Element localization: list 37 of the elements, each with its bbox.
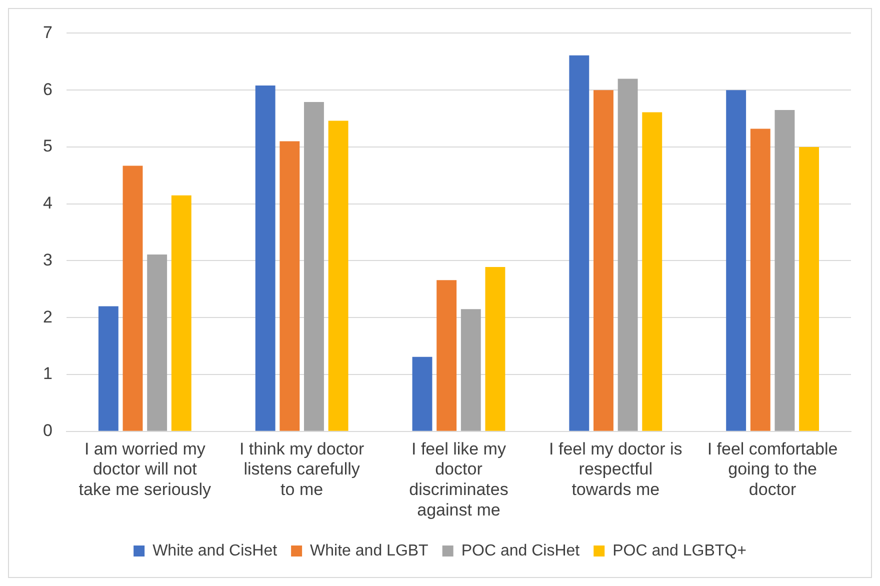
bar <box>618 78 638 431</box>
bar <box>750 128 770 431</box>
x-tick-label: I feel like my doctor discriminates against me <box>409 439 508 520</box>
x-tick-label: I feel my doctor is respectful towards me <box>549 439 682 500</box>
bar <box>726 90 746 431</box>
bar <box>412 356 432 431</box>
bar <box>436 280 457 431</box>
legend-label: White and CisHet <box>152 542 278 560</box>
bar <box>280 141 300 431</box>
bar <box>642 112 662 431</box>
x-tick-label: I think my doctor listens carefully to me <box>239 439 365 500</box>
bar <box>98 306 118 431</box>
legend-label: POC and CisHet <box>461 542 580 560</box>
y-tick-label: 2 <box>42 307 52 326</box>
legend-label: POC and LGBTQ+ <box>612 542 746 560</box>
x-tick-label: I feel comfortable going to the doctor <box>707 439 838 500</box>
bar <box>460 309 481 431</box>
bar <box>171 195 192 431</box>
bar <box>594 90 614 431</box>
y-tick-label: 4 <box>42 194 52 213</box>
bar <box>147 254 168 431</box>
y-tick-label: 7 <box>42 22 52 42</box>
bar <box>255 86 276 431</box>
y-tick-label: 6 <box>42 80 52 99</box>
bar <box>328 120 348 431</box>
bar <box>774 110 795 431</box>
bar <box>799 146 819 431</box>
bar <box>122 166 143 431</box>
x-tick-label: I am worried my doctor will not take me seriously <box>78 439 212 500</box>
bar <box>304 102 324 431</box>
legend-label: White and LGBT <box>310 542 429 560</box>
y-tick-label: 0 <box>42 421 52 440</box>
y-tick-label: 3 <box>42 250 52 270</box>
y-tick-label: 1 <box>42 364 52 384</box>
bar <box>569 55 590 431</box>
y-tick-label: 5 <box>42 136 52 156</box>
bar <box>485 267 506 431</box>
